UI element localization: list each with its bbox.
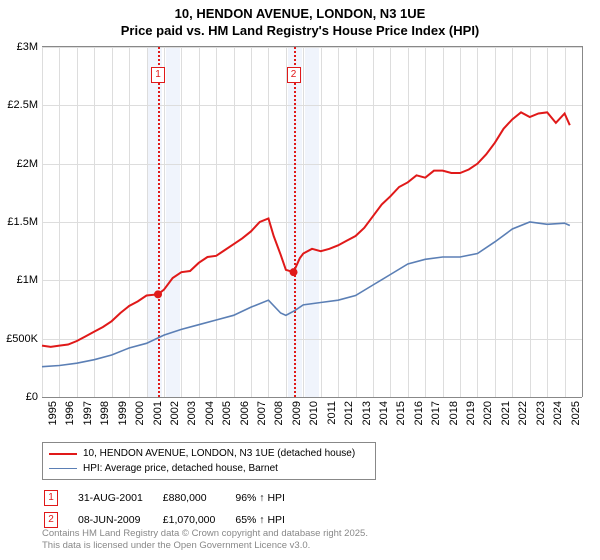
legend-row: 10, HENDON AVENUE, LONDON, N3 1UE (detac…: [49, 446, 369, 461]
legend-swatch: [49, 468, 77, 470]
line-chart-svg: [42, 47, 582, 397]
gridline-y: [42, 397, 582, 398]
series-property: [42, 112, 570, 347]
title-line2: Price paid vs. HM Land Registry's House …: [0, 23, 600, 40]
marker-price: £880,000: [163, 488, 234, 508]
footer-attribution: Contains HM Land Registry data © Crown c…: [42, 528, 368, 553]
x-tick-label: 2003: [186, 401, 198, 425]
x-tick-label: 2000: [134, 401, 146, 425]
x-tick-label: 1996: [64, 401, 76, 425]
legend-label: HPI: Average price, detached house, Barn…: [83, 461, 278, 476]
y-tick-label: £500K: [6, 333, 38, 345]
x-tick-label: 2024: [552, 401, 564, 425]
x-tick-label: 2013: [361, 401, 373, 425]
legend-label: 10, HENDON AVENUE, LONDON, N3 1UE (detac…: [83, 446, 355, 461]
x-tick-label: 2010: [308, 401, 320, 425]
legend-swatch: [49, 453, 77, 455]
x-tick-label: 2022: [517, 401, 529, 425]
x-tick-label: 2009: [291, 401, 303, 425]
y-tick-label: £1M: [17, 274, 38, 286]
x-tick-label: 2018: [448, 401, 460, 425]
marker-id-box: 2: [44, 512, 58, 528]
x-tick-label: 2007: [256, 401, 268, 425]
x-tick-label: 2021: [500, 401, 512, 425]
x-tick-label: 2002: [169, 401, 181, 425]
footer-line1: Contains HM Land Registry data © Crown c…: [42, 528, 368, 540]
x-tick-label: 2019: [465, 401, 477, 425]
x-tick-label: 1999: [117, 401, 129, 425]
chart-title: 10, HENDON AVENUE, LONDON, N3 1UE Price …: [0, 0, 600, 40]
x-tick-label: 2008: [273, 401, 285, 425]
y-tick-label: £2M: [17, 158, 38, 170]
y-tick-label: £0: [26, 391, 38, 403]
x-tick-label: 2012: [343, 401, 355, 425]
y-tick-label: £3M: [17, 41, 38, 53]
marker-pct: 65% ↑ HPI: [235, 510, 303, 530]
x-tick-label: 2005: [221, 401, 233, 425]
x-tick-label: 1998: [99, 401, 111, 425]
marker-pct: 96% ↑ HPI: [235, 488, 303, 508]
marker-price: £1,070,000: [163, 510, 234, 530]
legend: 10, HENDON AVENUE, LONDON, N3 1UE (detac…: [42, 442, 376, 480]
y-tick-label: £1.5M: [7, 216, 38, 228]
sale-point: [290, 268, 298, 276]
x-tick-label: 2016: [413, 401, 425, 425]
table-row: 2 08-JUN-2009£1,070,00065% ↑ HPI: [44, 510, 303, 530]
x-tick-label: 2014: [378, 401, 390, 425]
x-tick-label: 2006: [239, 401, 251, 425]
sale-markers-table: 1 31-AUG-2001£880,00096% ↑ HPI 2 08-JUN-200…: [42, 486, 305, 532]
y-tick-label: £2.5M: [7, 99, 38, 111]
x-tick-label: 2015: [395, 401, 407, 425]
legend-row: HPI: Average price, detached house, Barn…: [49, 461, 369, 476]
title-line1: 10, HENDON AVENUE, LONDON, N3 1UE: [0, 6, 600, 23]
sale-point: [154, 290, 162, 298]
x-tick-label: 1997: [82, 401, 94, 425]
x-tick-label: 2020: [482, 401, 494, 425]
footer-line2: This data is licensed under the Open Gov…: [42, 540, 368, 552]
x-tick-label: 2011: [326, 401, 338, 425]
chart-area: 12 £0£500K£1M£1.5M£2M£2.5M£3M 1995199619…: [42, 46, 583, 397]
marker-date: 08-JUN-2009: [78, 510, 161, 530]
x-tick-label: 2004: [204, 401, 216, 425]
marker-date: 31-AUG-2001: [78, 488, 161, 508]
x-tick-label: 2017: [430, 401, 442, 425]
x-tick-label: 2023: [535, 401, 547, 425]
marker-id-box: 1: [44, 490, 58, 506]
x-tick-label: 1995: [47, 401, 59, 425]
series-hpi: [42, 222, 570, 367]
table-row: 1 31-AUG-2001£880,00096% ↑ HPI: [44, 488, 303, 508]
x-tick-label: 2001: [152, 401, 164, 425]
x-tick-label: 2025: [570, 401, 582, 425]
